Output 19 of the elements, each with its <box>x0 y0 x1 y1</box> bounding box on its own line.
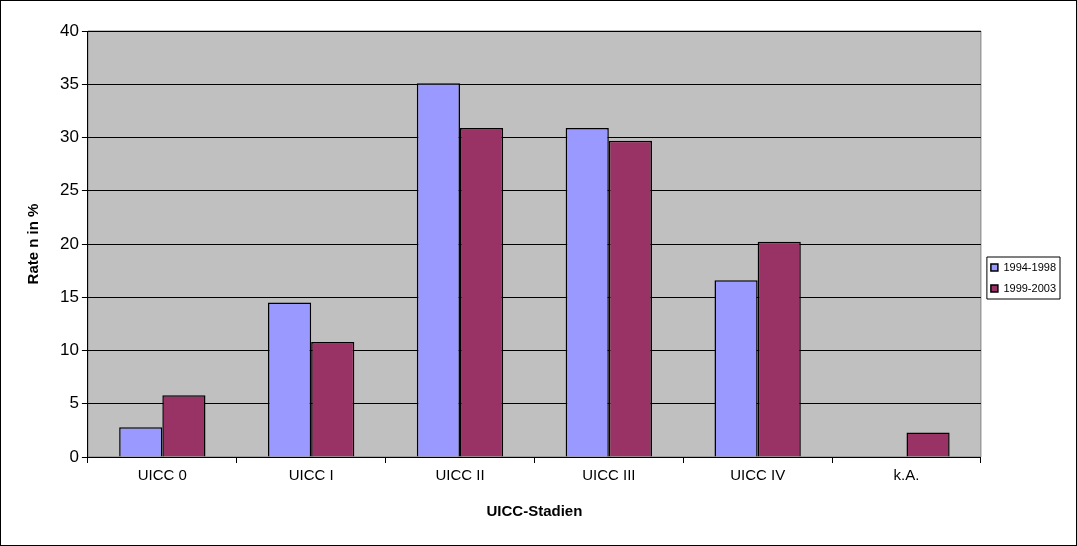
y-tick-label: 40 <box>59 20 79 40</box>
y-tick-label: 0 <box>69 446 79 466</box>
x-tick-label: UICC I <box>288 466 334 484</box>
x-tick-label: k.A. <box>893 466 920 484</box>
y-tick-label: 25 <box>59 180 79 200</box>
y-tick-label: 10 <box>59 340 79 360</box>
x-tick-label: UICC 0 <box>137 466 187 484</box>
legend-label: 1999-2003 <box>1003 281 1056 294</box>
y-tick-label: 35 <box>59 73 79 93</box>
y-tick-label: 20 <box>59 233 79 253</box>
y-tick-label: 5 <box>69 393 79 413</box>
x-tick-label: UICC III <box>582 466 636 484</box>
y-axis-title: Rate n in % <box>24 203 42 285</box>
x-tick-label: UICC IV <box>730 466 786 484</box>
x-axis-title: UICC-Stadien <box>486 502 583 520</box>
y-tick-label: 30 <box>59 127 79 147</box>
x-tick-label: UICC II <box>435 466 485 484</box>
legend-label: 1994-1998 <box>1003 260 1056 273</box>
y-tick-label: 15 <box>59 286 79 306</box>
